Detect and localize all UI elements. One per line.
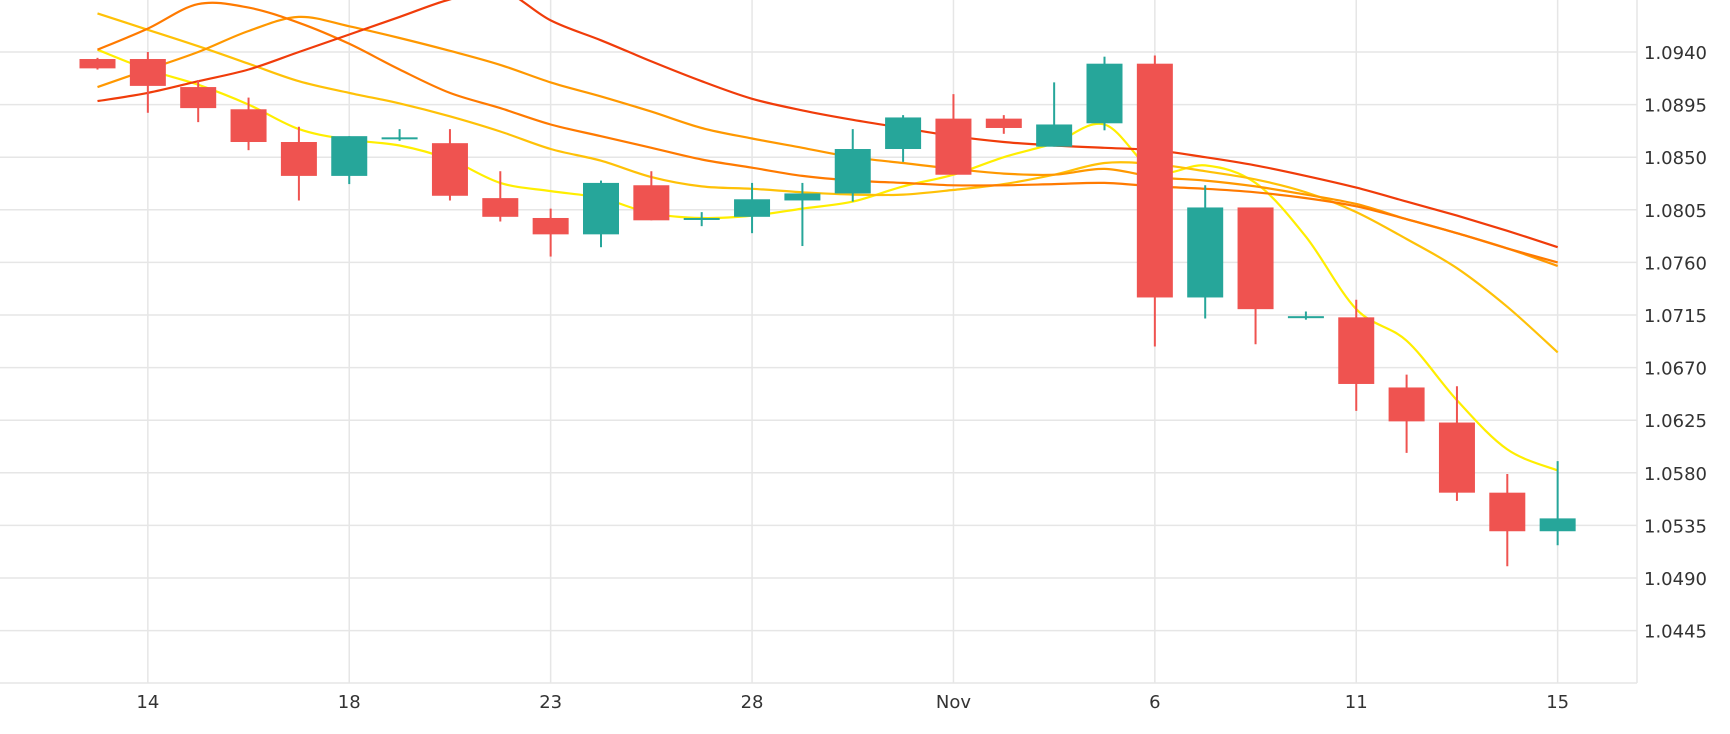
y-tick-label: 1.0850	[1644, 148, 1707, 169]
x-tick-label: 15	[1546, 692, 1569, 713]
candle-body	[381, 137, 418, 140]
moving-average-layer	[97, 0, 1559, 472]
candle-layer	[79, 52, 1576, 567]
candle-body	[1237, 207, 1274, 310]
candle-body	[1539, 518, 1576, 532]
candle-body	[583, 182, 619, 235]
candle	[532, 208, 569, 257]
candle	[935, 94, 972, 175]
candle	[381, 129, 418, 141]
x-tick-label: 28	[741, 692, 764, 713]
y-tick-label: 1.0490	[1644, 569, 1707, 590]
candle	[79, 57, 116, 70]
candle	[784, 182, 821, 247]
candle-body	[683, 217, 720, 220]
candle	[1287, 311, 1324, 320]
candle-body	[885, 117, 922, 150]
y-tick-label: 1.0760	[1644, 253, 1707, 274]
y-tick-label: 1.0445	[1644, 622, 1707, 643]
y-tick-label: 1.0940	[1644, 43, 1707, 64]
candle	[1086, 56, 1123, 131]
candle-body	[180, 87, 217, 109]
candle-body	[734, 199, 771, 217]
x-tick-label: 18	[338, 692, 361, 713]
candle-body	[1136, 63, 1173, 298]
y-axis-labels: 1.0940 1.0895 1.0850 1.0805 1.0760 1.0715 1.06…	[1644, 43, 1707, 643]
candle-body	[1187, 207, 1224, 298]
y-tick-label: 1.0895	[1644, 96, 1707, 117]
candle	[1036, 82, 1073, 147]
candle-body	[985, 118, 1022, 128]
moving-average-line	[97, 1, 1558, 264]
candle	[129, 52, 166, 113]
candle-body	[431, 143, 468, 196]
candle	[180, 80, 217, 123]
candle-body	[79, 59, 116, 69]
x-tick-label: 23	[539, 692, 562, 713]
candle	[431, 129, 468, 201]
candle	[230, 97, 267, 151]
candle-body	[532, 217, 569, 235]
candle-body	[1086, 63, 1123, 124]
y-tick-label: 1.0805	[1644, 201, 1707, 222]
candle-body	[834, 149, 871, 194]
moving-average-line	[97, 0, 1559, 249]
candle-body	[1388, 387, 1425, 422]
candle-body	[331, 136, 368, 176]
candle	[331, 136, 368, 185]
candle	[280, 126, 317, 201]
candle	[583, 180, 619, 248]
y-tick-label: 1.0715	[1644, 306, 1707, 327]
candle-body	[129, 59, 166, 86]
candle	[633, 171, 670, 221]
x-tick-label: 6	[1149, 692, 1160, 713]
candle-body	[935, 118, 972, 175]
candle-body	[1489, 492, 1526, 532]
y-tick-label: 1.0535	[1644, 516, 1707, 537]
y-tick-label: 1.0580	[1644, 464, 1707, 485]
candle	[482, 171, 519, 222]
candle	[1438, 386, 1475, 501]
candle	[734, 182, 771, 234]
candle-body	[1287, 316, 1324, 319]
candle	[1388, 374, 1425, 453]
candle	[1489, 473, 1526, 567]
candle-body	[633, 185, 670, 221]
candle	[834, 129, 871, 202]
candle	[1136, 55, 1173, 347]
candle	[985, 115, 1022, 134]
candle-body	[1338, 317, 1375, 384]
y-tick-label: 1.0670	[1644, 359, 1707, 380]
moving-average-line	[97, 48, 1559, 472]
candle-body	[280, 142, 317, 176]
candle-body	[1438, 422, 1475, 493]
x-tick-label: 14	[136, 692, 159, 713]
candle	[885, 115, 922, 162]
x-tick-label: Nov	[936, 692, 971, 713]
candle-body	[230, 109, 267, 143]
candle	[1539, 461, 1576, 546]
y-tick-label: 1.0625	[1644, 411, 1707, 432]
candle	[1237, 207, 1274, 345]
grid-layer	[0, 0, 1638, 684]
candle-body	[784, 193, 821, 201]
moving-average-line	[97, 15, 1559, 267]
x-axis-labels: 14 18 23 28 Nov 6 11 15	[136, 692, 1569, 713]
candle-body	[1036, 124, 1073, 147]
candle	[1187, 185, 1224, 319]
candle	[1338, 299, 1375, 411]
candle	[683, 212, 720, 227]
x-tick-label: 11	[1345, 692, 1368, 713]
candle-body	[482, 198, 519, 217]
